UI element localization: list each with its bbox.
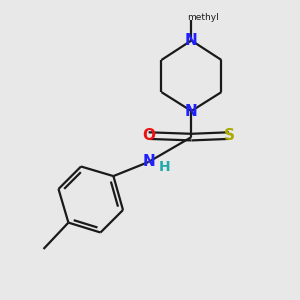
Text: N: N <box>185 103 198 118</box>
Text: N: N <box>142 154 155 169</box>
Text: methyl: methyl <box>188 14 219 22</box>
Text: N: N <box>185 33 198 48</box>
Text: O: O <box>142 128 155 143</box>
Text: S: S <box>224 128 234 143</box>
Text: H: H <box>159 160 171 174</box>
